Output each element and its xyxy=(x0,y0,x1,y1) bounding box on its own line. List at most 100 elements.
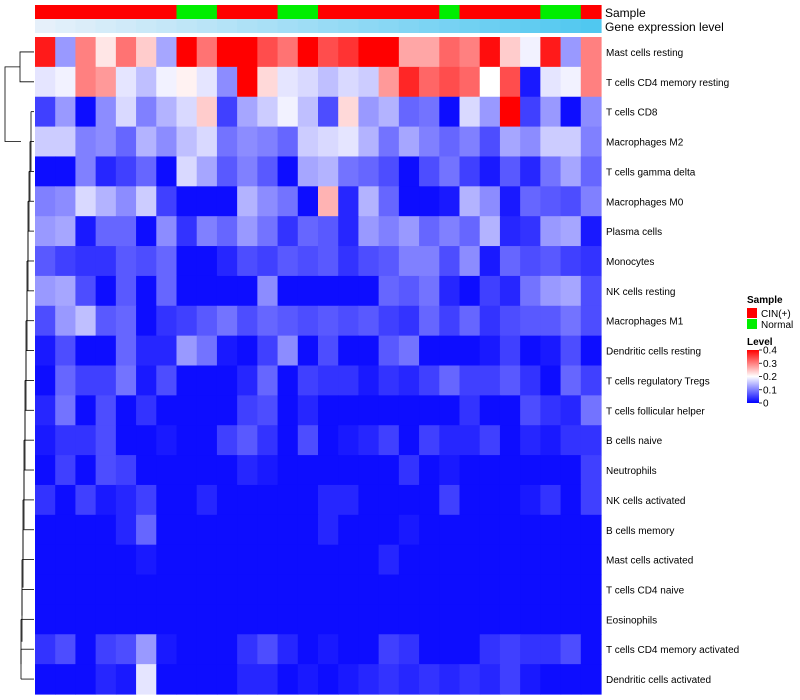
heatmap-cell xyxy=(136,634,157,665)
legend-tick-label: 0.2 xyxy=(763,372,777,383)
heatmap-cell xyxy=(136,455,157,486)
column-annotations xyxy=(35,5,602,33)
heatmap-cell xyxy=(35,484,56,516)
heatmap-cell xyxy=(55,574,77,606)
heatmap-cell xyxy=(439,574,461,606)
heatmap-cell xyxy=(398,455,420,486)
sample-annotation-cell xyxy=(136,5,157,19)
heatmap-cell xyxy=(479,395,501,426)
heatmap-cell xyxy=(136,186,157,217)
heatmap-cell xyxy=(95,365,117,396)
heatmap-cell xyxy=(398,395,420,426)
heatmap-cell xyxy=(95,544,117,576)
heatmap-cell xyxy=(237,455,258,486)
heatmap-cell xyxy=(176,514,198,546)
heatmap-cell xyxy=(156,365,178,396)
heatmap-cell xyxy=(499,664,521,695)
sample-annotation-cell xyxy=(75,5,97,19)
heatmap-cell xyxy=(136,335,157,367)
heatmap-cell xyxy=(257,484,279,516)
heatmap-cell xyxy=(419,66,440,98)
heatmap-cell xyxy=(560,574,582,606)
heatmap-cell xyxy=(540,634,562,665)
sample-annotation-cell xyxy=(479,5,501,19)
legend-swatch-normal xyxy=(747,319,757,329)
heatmap-cell xyxy=(459,574,481,606)
heatmap-cell xyxy=(580,216,602,247)
heatmap-cell xyxy=(520,246,541,277)
heatmap-cell xyxy=(95,156,117,187)
heatmap-cell xyxy=(479,544,501,576)
heatmap-cell xyxy=(176,425,198,456)
heatmap-cell xyxy=(237,246,258,277)
heatmap-cell xyxy=(216,37,238,68)
expression-annotation-cell xyxy=(560,19,582,33)
heatmap-cell xyxy=(257,156,279,187)
heatmap-cell xyxy=(520,604,541,635)
heatmap-cell xyxy=(520,216,541,247)
heatmap-cell xyxy=(95,305,117,337)
heatmap-cell xyxy=(297,96,319,128)
heatmap-cell xyxy=(479,246,501,277)
heatmap-cell xyxy=(297,484,319,516)
heatmap-cell xyxy=(75,126,97,158)
heatmap-cell xyxy=(318,156,339,187)
heatmap-cell xyxy=(419,126,440,158)
heatmap-cell xyxy=(358,604,380,635)
heatmap-cell xyxy=(378,186,400,217)
heatmap-cell xyxy=(35,66,56,98)
expression-annotation-cell xyxy=(55,19,77,33)
sample-annotation-cell xyxy=(419,5,440,19)
heatmap-cell xyxy=(398,484,420,516)
legend-tick-label: 0.3 xyxy=(763,359,777,370)
heatmap-cell xyxy=(75,425,97,456)
heatmap-cell xyxy=(358,66,380,98)
heatmap-cell xyxy=(257,305,279,337)
heatmap-cell xyxy=(237,156,258,187)
heatmap-cell xyxy=(55,365,77,396)
expression-annotation-cell xyxy=(277,19,299,33)
heatmap-cell xyxy=(136,544,157,576)
expression-track-label: Gene expression level xyxy=(605,20,724,34)
heatmap-cell xyxy=(499,305,521,337)
heatmap-cell xyxy=(499,574,521,606)
row-label: Plasma cells xyxy=(606,227,662,238)
heatmap-cell xyxy=(378,37,400,68)
heatmap-cell xyxy=(196,514,218,546)
sample-annotation-cell xyxy=(560,5,582,19)
heatmap-cell xyxy=(196,156,218,187)
heatmap-cell xyxy=(378,66,400,98)
heatmap-cell xyxy=(580,186,602,217)
heatmap-cell xyxy=(358,156,380,187)
heatmap-cell xyxy=(338,66,360,98)
heatmap-cell xyxy=(439,484,461,516)
heatmap-cell xyxy=(580,335,602,367)
heatmap-cell xyxy=(560,305,582,337)
heatmap-cell xyxy=(419,186,440,217)
heatmap-cell xyxy=(115,216,137,247)
sample-annotation-cell xyxy=(540,5,562,19)
heatmap-cell xyxy=(520,544,541,576)
heatmap-cell xyxy=(55,634,77,665)
heatmap-cell xyxy=(136,365,157,396)
heatmap-cell xyxy=(115,37,137,68)
heatmap-cell xyxy=(297,544,319,576)
expression-annotation-cell xyxy=(297,19,319,33)
heatmap-cell xyxy=(75,455,97,486)
heatmap-cell xyxy=(499,514,521,546)
heatmap-cell xyxy=(580,664,602,695)
heatmap-cell xyxy=(216,634,238,665)
heatmap-cell xyxy=(338,275,360,307)
heatmap-cell xyxy=(580,425,602,456)
heatmap-cell xyxy=(560,96,582,128)
heatmap-cell xyxy=(196,96,218,128)
expression-annotation-cell xyxy=(419,19,440,33)
heatmap-cell xyxy=(338,544,360,576)
heatmap-cell xyxy=(196,246,218,277)
heatmap-cell xyxy=(35,544,56,576)
heatmap-cell xyxy=(75,246,97,277)
heatmap-cell xyxy=(95,37,117,68)
heatmap-cell xyxy=(459,664,481,695)
heatmap-cell xyxy=(439,275,461,307)
heatmap-cell xyxy=(95,335,117,367)
